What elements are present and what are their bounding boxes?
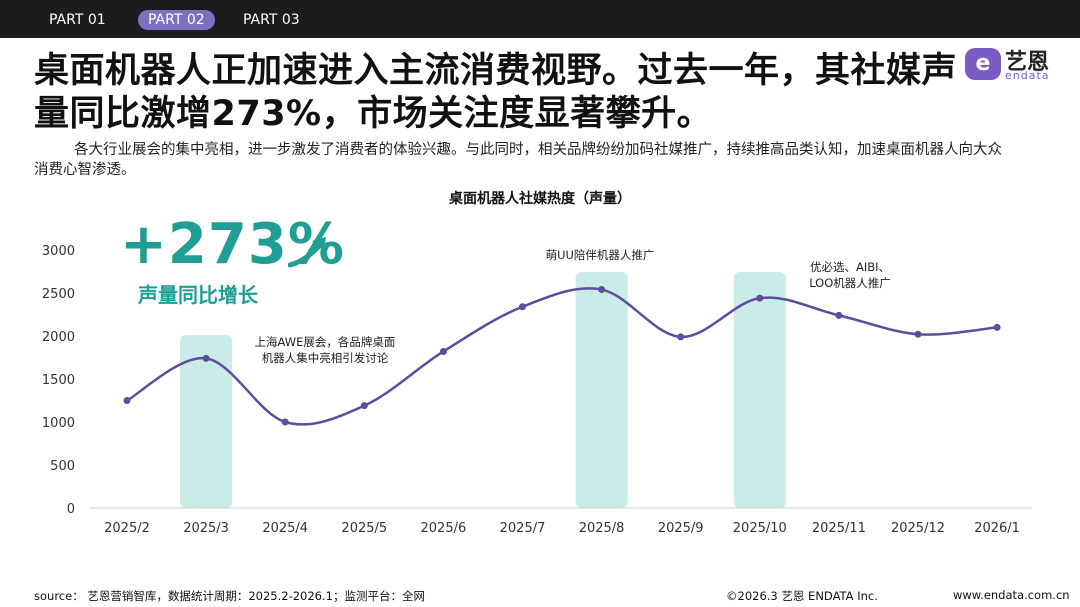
highlight-band-2025-3 — [180, 335, 233, 508]
intro-paragraph: 各大行业展会的集中亮相，进一步激发了消费者的体验兴趣。与此同时，相关品牌纷纷加码… — [34, 142, 1002, 178]
trend-up-arrow-icon — [288, 237, 326, 268]
logo-mark-icon: e — [965, 48, 1001, 80]
x-tick-label: 2025/10 — [733, 521, 787, 536]
x-tick-label: 2025/3 — [183, 521, 229, 536]
y-tick-label: 2000 — [42, 330, 75, 345]
x-tick-label: 2025/4 — [262, 521, 308, 536]
tab-part-03[interactable]: PART 03 — [243, 12, 300, 28]
data-point-2025-4 — [281, 418, 289, 426]
kpi-value: +273% — [120, 212, 345, 277]
tab-part-01[interactable]: PART 01 — [49, 12, 106, 28]
footer-website[interactable]: www.endata.com.cn — [953, 588, 1070, 602]
data-point-2025-8 — [598, 286, 606, 294]
tab-part-02[interactable]: PART 02 — [138, 10, 215, 30]
x-tick-label: 2025/9 — [658, 521, 704, 536]
page-headline: 桌面机器人正加速进入主流消费视野。过去一年，其社媒声量同比激增273%，市场关注… — [34, 51, 958, 134]
x-tick-label: 2025/6 — [421, 521, 467, 536]
footer-source: source： 艺恩营销智库，数据统计周期：2025.2-2026.1；监测平台… — [34, 589, 425, 603]
x-tick-label: 2025/7 — [500, 521, 546, 536]
data-point-2025-10 — [756, 294, 764, 302]
kpi-label: 声量同比增长 — [138, 283, 258, 307]
data-point-2025-3 — [202, 354, 210, 362]
highlight-band-2025-10 — [733, 272, 786, 508]
x-tick-label: 2025/5 — [341, 521, 387, 536]
y-tick-label: 1000 — [42, 416, 75, 431]
x-tick-label: 2025/11 — [812, 521, 866, 536]
data-point-2025-6 — [439, 347, 447, 355]
annotation-mengUU: 萌UU陪伴机器人推广 — [545, 248, 655, 262]
data-point-2025-5 — [360, 402, 368, 410]
logo-cn-text: 艺恩 — [1005, 50, 1050, 75]
x-tick-label: 2025/12 — [891, 521, 945, 536]
y-tick-label: 500 — [50, 459, 75, 474]
annotation-ubtech: 优必选、AIBI、LOO机器人推广 — [809, 260, 891, 290]
data-point-2025-11 — [835, 311, 843, 319]
endata-logo: e 艺恩 endata — [965, 46, 1065, 86]
data-point-2025-2 — [123, 397, 131, 404]
data-point-2025-9 — [677, 333, 685, 341]
y-tick-label: 1500 — [42, 373, 75, 388]
y-tick-label: 3000 — [42, 244, 75, 259]
data-point-2025-12 — [914, 330, 922, 338]
y-tick-label: 0 — [67, 502, 75, 517]
y-tick-label: 2500 — [42, 287, 75, 302]
logo-en-text: endata — [1005, 69, 1050, 82]
top-nav-bar: PART 01 PART 02 PART 03 — [0, 0, 1080, 38]
annotation-awe: 上海AWE展会，各品牌桌面机器人集中亮相引发讨论 — [254, 335, 396, 365]
data-point-2026-1 — [993, 323, 1001, 331]
x-tick-label: 2025/8 — [579, 521, 625, 536]
chart-title: 桌面机器人社媒热度（声量） — [449, 191, 631, 207]
kpi-block: +273% 声量同比增长 — [120, 212, 345, 308]
x-tick-label: 2025/2 — [104, 521, 150, 536]
data-point-2025-7 — [519, 303, 526, 311]
footer-copyright: ©2026.3 艺恩 ENDATA Inc. — [726, 589, 878, 603]
highlight-band-2025-8 — [575, 272, 628, 508]
x-tick-label: 2026/1 — [974, 521, 1020, 536]
